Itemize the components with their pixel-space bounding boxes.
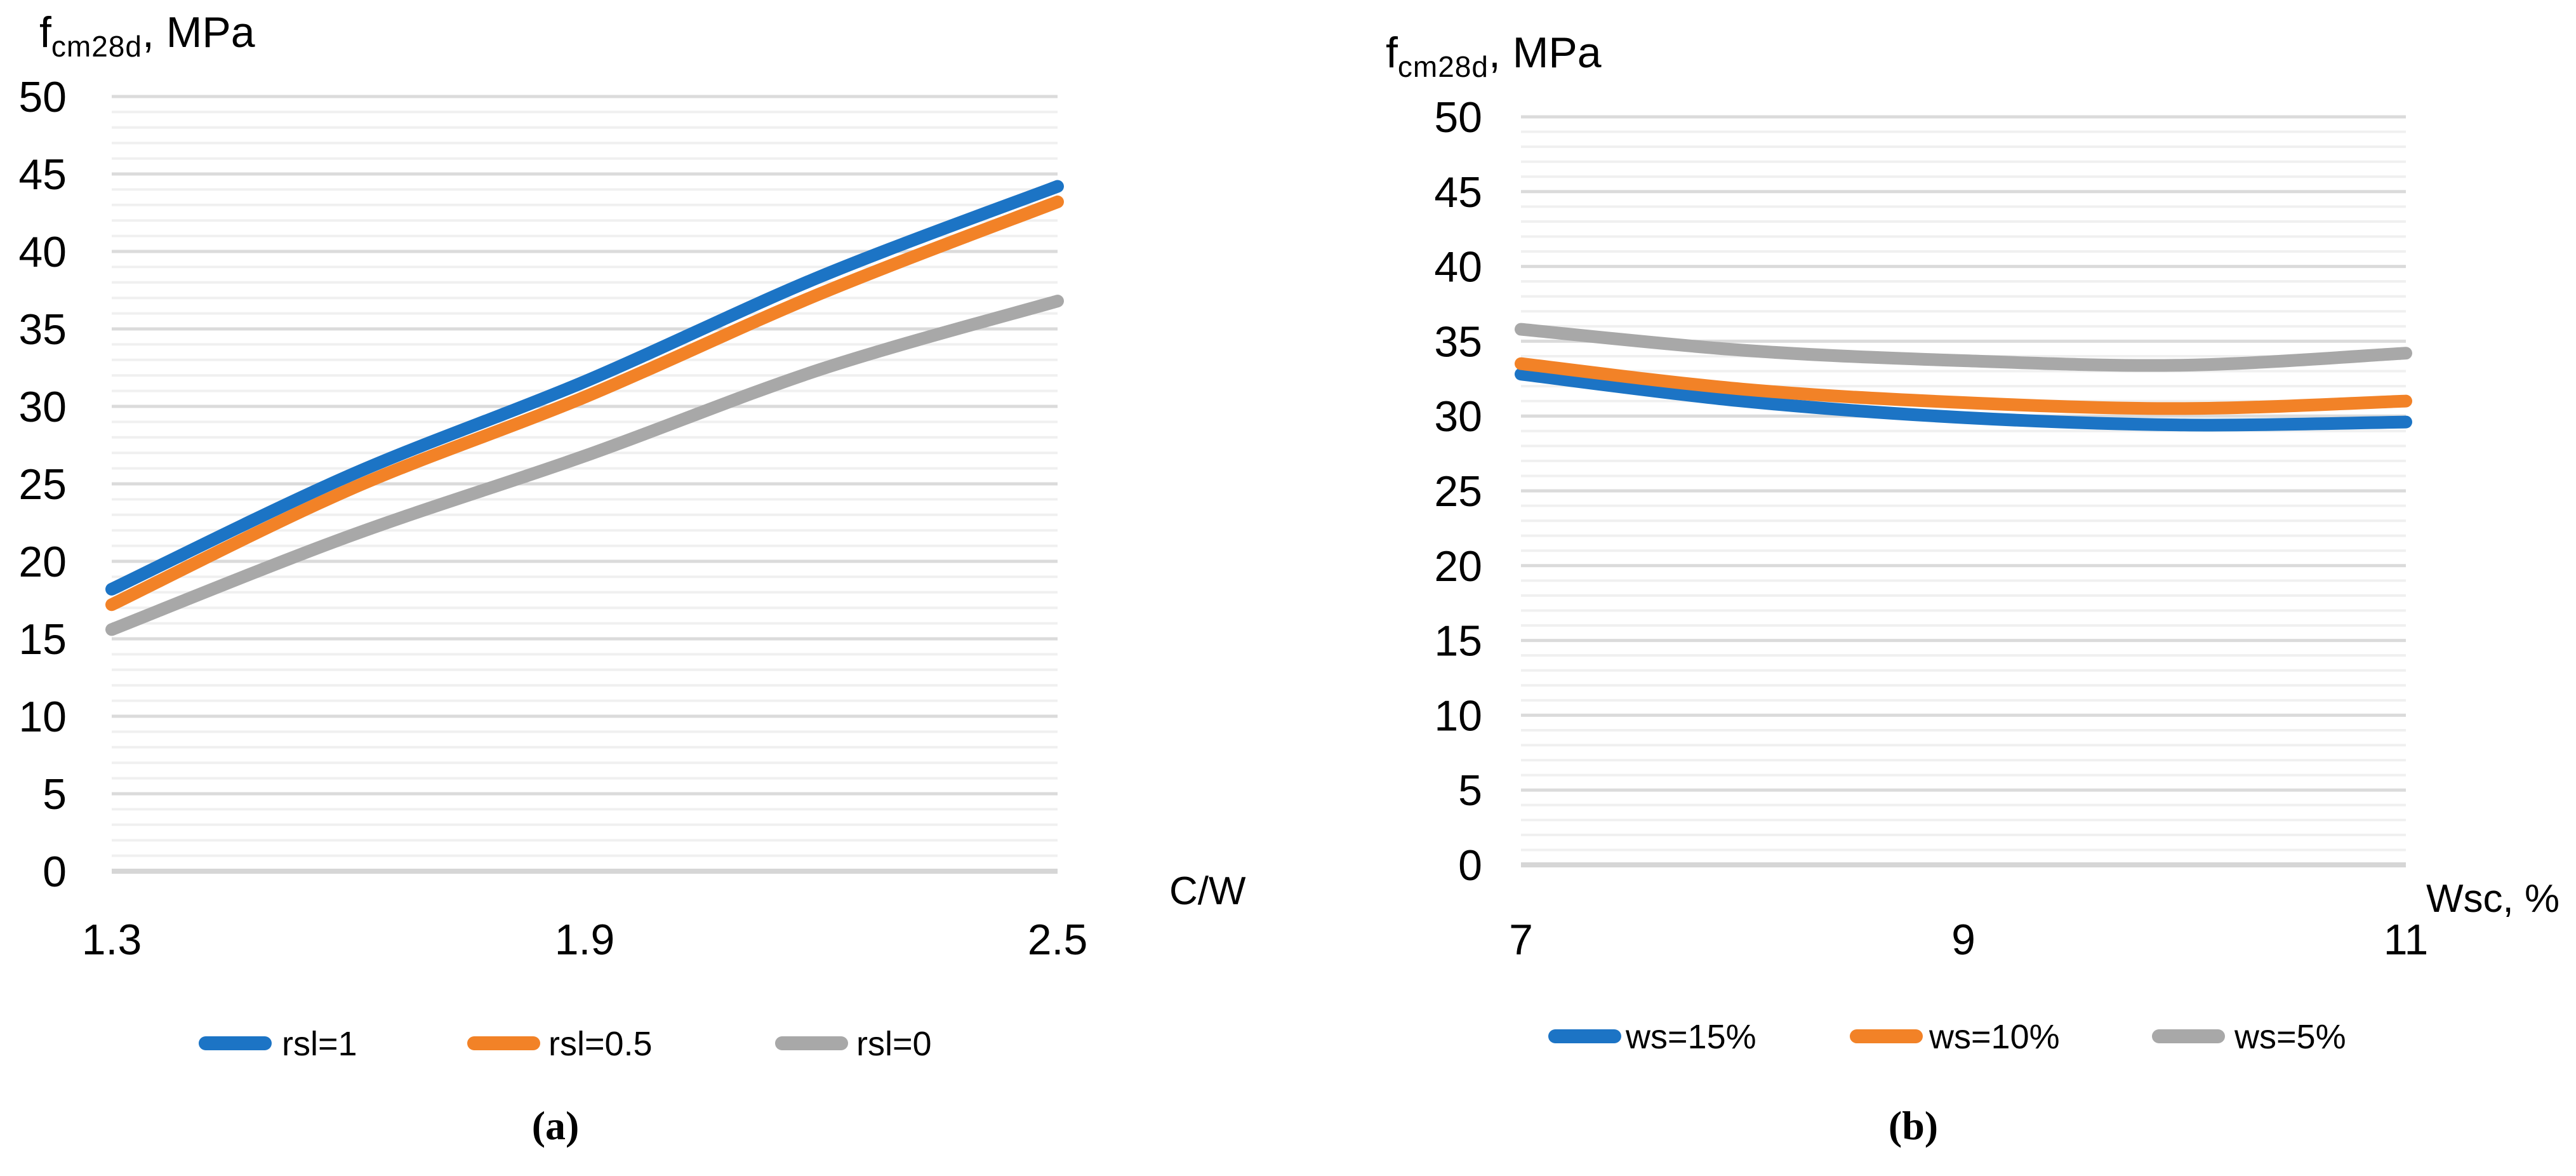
chart-b-legend-label-ws=15%: ws=15% xyxy=(1625,1018,1756,1056)
y-title-base: f xyxy=(1386,29,1398,77)
chart-a-y-tick-label: 45 xyxy=(18,150,67,199)
chart-a-y-tick-label: 20 xyxy=(18,538,67,586)
chart-a-x-tick-label: 2.5 xyxy=(1028,916,1088,964)
chart-a-caption: (a) xyxy=(531,1103,580,1148)
chart-b-y-tick-label: 45 xyxy=(1434,168,1482,217)
y-title-subscript: cm28d xyxy=(51,30,142,63)
chart-b-x-axis-title: Wsc, % xyxy=(2426,877,2560,921)
chart-a-legend-label-rsl=0: rsl=0 xyxy=(856,1025,932,1063)
chart-b-y-tick-label: 30 xyxy=(1434,392,1482,441)
chart-a-y-tick-label: 50 xyxy=(18,73,67,121)
chart-b-y-tick-label: 10 xyxy=(1434,692,1482,740)
chart-b-x-tick-label: 9 xyxy=(1951,916,1975,964)
chart-a-y-axis-title: fcm28d, MPa xyxy=(39,8,255,63)
chart-a-legend-label-rsl=0.5: rsl=0.5 xyxy=(548,1025,653,1063)
chart-b-y-tick-label: 0 xyxy=(1458,841,1482,890)
chart-a-y-tick-label: 15 xyxy=(18,615,67,664)
chart-a-legend-label-rsl=1: rsl=1 xyxy=(282,1025,357,1063)
chart-a-series-rsl=0 xyxy=(105,295,1064,636)
chart-b-series-ws=10% xyxy=(1515,357,2412,415)
chart-b-y-tick-label: 5 xyxy=(1458,766,1482,815)
chart-a-x-tick-label: 1.9 xyxy=(555,916,615,964)
chart-a-series-rsl=1 xyxy=(105,180,1064,596)
chart-a-y-tick-label: 35 xyxy=(18,305,67,354)
y-title-rest: , MPa xyxy=(142,8,255,57)
chart-a-y-tick-label: 30 xyxy=(18,383,67,431)
chart-a-series-rsl=0.5 xyxy=(105,195,1064,611)
chart-a-y-tick-label: 5 xyxy=(43,770,67,819)
chart-a-y-tick-label: 40 xyxy=(18,228,67,276)
chart-b-caption: (b) xyxy=(1888,1103,1939,1148)
chart-a-y-tick-label: 0 xyxy=(43,848,67,896)
y-title-base: f xyxy=(39,8,51,57)
chart-a-y-tick-label: 25 xyxy=(18,460,67,509)
chart-b-y-axis-title: fcm28d, MPa xyxy=(1386,28,1602,84)
chart-b-y-tick-label: 35 xyxy=(1434,317,1482,366)
chart-b-series-ws=5% xyxy=(1515,323,2412,372)
chart-a-x-tick-label: 1.3 xyxy=(82,916,142,964)
chart-b-y-tick-label: 25 xyxy=(1434,467,1482,516)
chart-a-y-tick-label: 10 xyxy=(18,693,67,741)
chart-b-series-ws=15% xyxy=(1515,368,2412,432)
chart-b-y-tick-label: 20 xyxy=(1434,542,1482,591)
chart-b-y-tick-label: 15 xyxy=(1434,617,1482,665)
chart-b-x-tick-label: 11 xyxy=(2384,916,2429,964)
y-title-rest: , MPa xyxy=(1488,29,1602,77)
chart-b-y-tick-label: 40 xyxy=(1434,243,1482,291)
chart-a-x-axis-title: C/W xyxy=(1169,869,1246,913)
y-title-subscript: cm28d xyxy=(1397,50,1489,83)
chart-b-legend-label-ws=10%: ws=10% xyxy=(1929,1018,2060,1056)
chart-b-y-tick-label: 50 xyxy=(1434,93,1482,142)
chart-b-legend-label-ws=5%: ws=5% xyxy=(2234,1018,2346,1056)
chart-b-x-tick-label: 7 xyxy=(1509,916,1533,964)
